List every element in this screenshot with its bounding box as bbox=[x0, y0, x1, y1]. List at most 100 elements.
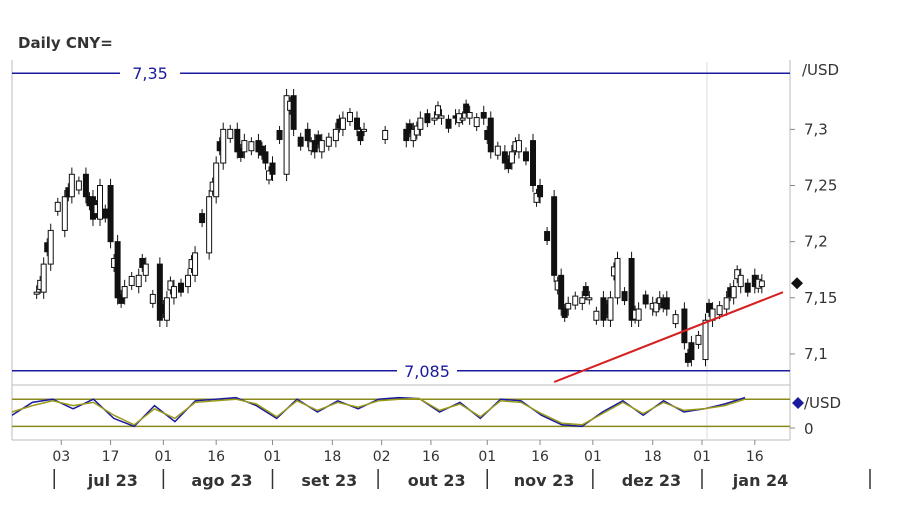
candle-body bbox=[706, 302, 713, 313]
candle-body bbox=[438, 115, 445, 119]
candle-body bbox=[403, 128, 410, 142]
month-label: out 23 bbox=[408, 471, 466, 490]
candle-body bbox=[653, 302, 660, 313]
x-tick-label: 18 bbox=[323, 449, 341, 465]
candle-body bbox=[663, 297, 670, 310]
candle-body bbox=[621, 291, 628, 302]
candle-body bbox=[318, 140, 325, 153]
candle-body bbox=[97, 185, 104, 220]
candle-body bbox=[681, 308, 688, 344]
candle-body bbox=[688, 342, 695, 361]
price-unit-label: /USD bbox=[802, 61, 839, 79]
candle-body bbox=[406, 123, 413, 134]
candle-body bbox=[413, 125, 420, 136]
candle-body bbox=[177, 282, 184, 293]
candle-body bbox=[737, 274, 744, 288]
candle-body bbox=[434, 105, 441, 116]
candle-body bbox=[265, 170, 272, 181]
candle-body bbox=[128, 275, 135, 286]
candlestick-series bbox=[33, 88, 765, 367]
x-tick-label: 01 bbox=[693, 449, 711, 465]
candle-body bbox=[614, 257, 621, 299]
candle-body bbox=[607, 297, 614, 321]
candle-body bbox=[258, 145, 265, 156]
candle-body bbox=[290, 95, 297, 130]
candle-body bbox=[734, 269, 741, 280]
x-tick-label: 02 bbox=[373, 449, 391, 465]
candle-body bbox=[102, 208, 109, 219]
candle-body bbox=[361, 128, 368, 132]
candle-body bbox=[579, 297, 586, 304]
candle-body bbox=[480, 112, 487, 119]
candle-body bbox=[75, 180, 82, 191]
month-label: set 23 bbox=[301, 471, 357, 490]
candle-body bbox=[283, 95, 290, 175]
candle-body bbox=[163, 297, 170, 321]
candle-body bbox=[33, 291, 40, 295]
candle-body bbox=[167, 280, 174, 291]
candle-body bbox=[565, 302, 572, 310]
horizontal-levels: 7,35 7,085 bbox=[12, 64, 790, 381]
candle-body bbox=[628, 257, 635, 321]
candle-body bbox=[530, 140, 537, 187]
candle-body bbox=[695, 334, 702, 345]
candle-body bbox=[723, 297, 730, 310]
candle-body bbox=[417, 117, 424, 130]
last-value-marker bbox=[791, 277, 803, 290]
candle-body bbox=[68, 173, 75, 198]
candle-body bbox=[346, 112, 353, 123]
y-tick-label: 7,2 bbox=[804, 233, 828, 251]
candle-body bbox=[431, 117, 438, 121]
x-tick-label: 16 bbox=[531, 449, 549, 465]
candle-body bbox=[107, 185, 114, 243]
candle-body bbox=[47, 229, 54, 265]
candle-body bbox=[241, 140, 248, 153]
candle-body bbox=[544, 231, 551, 242]
x-tick-label: 01 bbox=[478, 449, 496, 465]
price-axis: 7,1 7,15 7,2 7,25 7,3/USD bbox=[790, 61, 839, 363]
trendline bbox=[553, 291, 784, 383]
candle-body bbox=[716, 305, 723, 316]
candle-body bbox=[192, 252, 199, 276]
date-axis: 03 17 01 16 01 18 02 16 01 16 01 18 01 16 jul 23 ago 23… bbox=[52, 440, 871, 490]
candle-body bbox=[325, 136, 332, 147]
candle-body bbox=[142, 263, 149, 276]
x-tick-label: 16 bbox=[422, 449, 440, 465]
candle-body bbox=[40, 263, 47, 293]
candle-body bbox=[582, 286, 589, 297]
candle-body bbox=[206, 196, 213, 254]
candle-body bbox=[297, 136, 304, 147]
candle-body bbox=[473, 117, 480, 128]
candle-body bbox=[635, 308, 642, 321]
candle-body bbox=[220, 128, 227, 164]
y-tick-label: 7,3 bbox=[804, 120, 828, 138]
candle-body bbox=[537, 185, 544, 198]
y-tick-label: 7,15 bbox=[804, 289, 837, 307]
candle-body bbox=[227, 128, 234, 139]
candle-body bbox=[262, 151, 269, 164]
candle-body bbox=[522, 151, 529, 162]
candle-body bbox=[276, 129, 283, 140]
osc-marker bbox=[792, 397, 804, 409]
candle-body bbox=[424, 113, 431, 124]
candle-body bbox=[311, 140, 318, 153]
month-label: ago 23 bbox=[191, 471, 252, 490]
level-label: 7,085 bbox=[404, 362, 450, 381]
candle-body bbox=[463, 103, 470, 114]
candle-body bbox=[185, 274, 192, 288]
oscillator-panel: /USD 0 bbox=[11, 394, 841, 438]
osc-tick-label: 0 bbox=[804, 420, 814, 438]
x-tick-label: 01 bbox=[584, 449, 602, 465]
candle-body bbox=[237, 147, 244, 158]
candle-body bbox=[702, 319, 709, 361]
candle-body bbox=[672, 314, 679, 325]
candle-body bbox=[758, 280, 765, 288]
candle-body bbox=[494, 145, 501, 156]
candle-body bbox=[505, 159, 512, 170]
candle-body bbox=[445, 118, 452, 129]
candle-body bbox=[515, 140, 522, 153]
candle-body bbox=[586, 297, 593, 301]
candle-body bbox=[561, 307, 568, 318]
x-tick-label: 16 bbox=[746, 449, 764, 465]
